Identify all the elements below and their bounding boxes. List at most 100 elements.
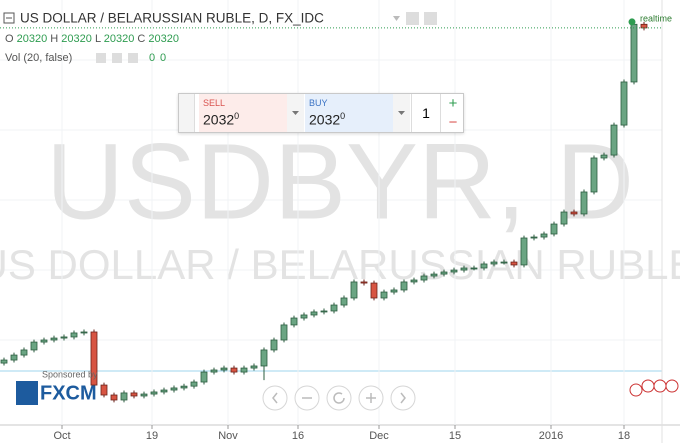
candle-body — [20, 349, 28, 356]
buy-dropdown[interactable] — [393, 94, 410, 132]
candle-body — [480, 263, 488, 269]
minus[interactable]: − — [448, 114, 458, 131]
scroll-left[interactable] — [262, 385, 288, 411]
x-tick-label: 16 — [292, 430, 304, 442]
buy-label: BUY — [309, 98, 328, 108]
realtime-label: realtime — [640, 13, 672, 23]
candle-body — [40, 339, 48, 343]
reset[interactable] — [326, 385, 352, 411]
fxcm-logo-mark — [16, 381, 38, 405]
collapse-icon[interactable] — [3, 12, 15, 24]
l-label: L — [95, 33, 101, 45]
candle-body — [590, 157, 598, 193]
drag-handle[interactable] — [179, 94, 195, 132]
candle-body — [250, 365, 258, 369]
x-tick-label: Dec — [369, 430, 389, 442]
realtime-dot — [628, 18, 636, 26]
x-tick-label: Nov — [218, 430, 238, 442]
candle-body — [510, 261, 518, 266]
candle-body — [500, 261, 508, 264]
arrow — [398, 111, 405, 115]
candle-body — [320, 310, 328, 313]
candle-body — [350, 281, 358, 299]
candle-body — [410, 279, 418, 283]
candle-body — [200, 371, 208, 383]
candle-body — [100, 384, 108, 396]
candle-body — [430, 273, 438, 277]
buy-button[interactable]: BUY 20320 — [305, 94, 393, 132]
candle-body — [90, 331, 98, 386]
candle-body — [210, 369, 218, 373]
candle-body — [400, 281, 408, 291]
settings-icon[interactable] — [406, 12, 419, 25]
title-dropdown[interactable] — [393, 16, 400, 21]
candle-body — [150, 391, 158, 395]
vol-icon[interactable] — [96, 53, 106, 63]
candle-body — [370, 282, 378, 299]
volume-label: Vol (20, false) — [5, 52, 72, 64]
buy-price-sup: 0 — [340, 111, 346, 121]
x-tick-label: 19 — [146, 430, 158, 442]
h-value: 20320 — [61, 33, 92, 45]
candle-body — [170, 387, 178, 391]
nav-icons — [272, 392, 406, 404]
candle-body — [10, 354, 18, 361]
candle-body — [640, 23, 648, 29]
h-label: H — [50, 33, 58, 45]
candle-body — [530, 236, 538, 239]
candle-body — [440, 271, 448, 275]
sell-dropdown[interactable] — [287, 94, 304, 132]
x-tick-label: 18 — [618, 430, 630, 442]
candle-body — [450, 269, 458, 273]
sell-button[interactable]: SELL 20320 — [199, 94, 287, 132]
candle-body — [180, 385, 188, 389]
candle-body — [260, 349, 268, 367]
candle-body — [360, 281, 368, 284]
candle-body — [580, 191, 588, 215]
vol-icon[interactable] — [128, 53, 138, 63]
quantity[interactable]: 1 — [411, 94, 441, 132]
l-value: 20320 — [104, 33, 135, 45]
hide-icon[interactable] — [424, 12, 437, 25]
candle-body — [470, 267, 478, 270]
candle-body — [520, 237, 528, 266]
candle-body — [330, 304, 338, 312]
candle-body — [80, 331, 88, 334]
candle-body — [610, 124, 618, 156]
plus[interactable]: + — [448, 95, 458, 112]
vol-icon[interactable] — [112, 53, 122, 63]
candle-body — [390, 289, 398, 293]
candle-body — [220, 367, 228, 371]
candle-body — [570, 211, 578, 215]
candle-body — [280, 324, 288, 341]
candle-body — [620, 81, 628, 126]
candle-body — [0, 359, 8, 364]
candle-body — [130, 392, 138, 397]
candle-body — [70, 332, 78, 338]
candle-body — [550, 223, 558, 235]
candle-body — [140, 393, 148, 397]
candle-body — [270, 339, 278, 351]
candle-body — [190, 381, 198, 387]
watermark-description: US DOLLAR / BELARUSSIAN RUBLE — [0, 241, 680, 288]
sell-label: SELL — [203, 98, 226, 108]
ohlc-legend: O 20320 H 20320 L 20320 C 20320 — [5, 33, 179, 45]
title: US DOLLAR / BELARUSSIAN RUBLE, D, FX_IDC — [20, 11, 324, 26]
scroll-right[interactable] — [390, 385, 416, 411]
fxcm-logo: FXCM — [40, 382, 97, 404]
sell-price: 20320 — [203, 111, 239, 128]
candle-body — [630, 23, 638, 83]
candle-body — [230, 367, 238, 373]
c-value: 20320 — [148, 33, 179, 45]
candle-body — [420, 275, 428, 281]
sell-price-main: 2032 — [203, 111, 235, 128]
candle-body — [340, 297, 348, 306]
o-value: 20320 — [17, 33, 48, 45]
candle-body — [540, 233, 548, 238]
plot-bg — [0, 0, 662, 425]
candle-body — [560, 211, 568, 225]
candle-body — [50, 337, 58, 341]
candle-body — [310, 311, 318, 316]
